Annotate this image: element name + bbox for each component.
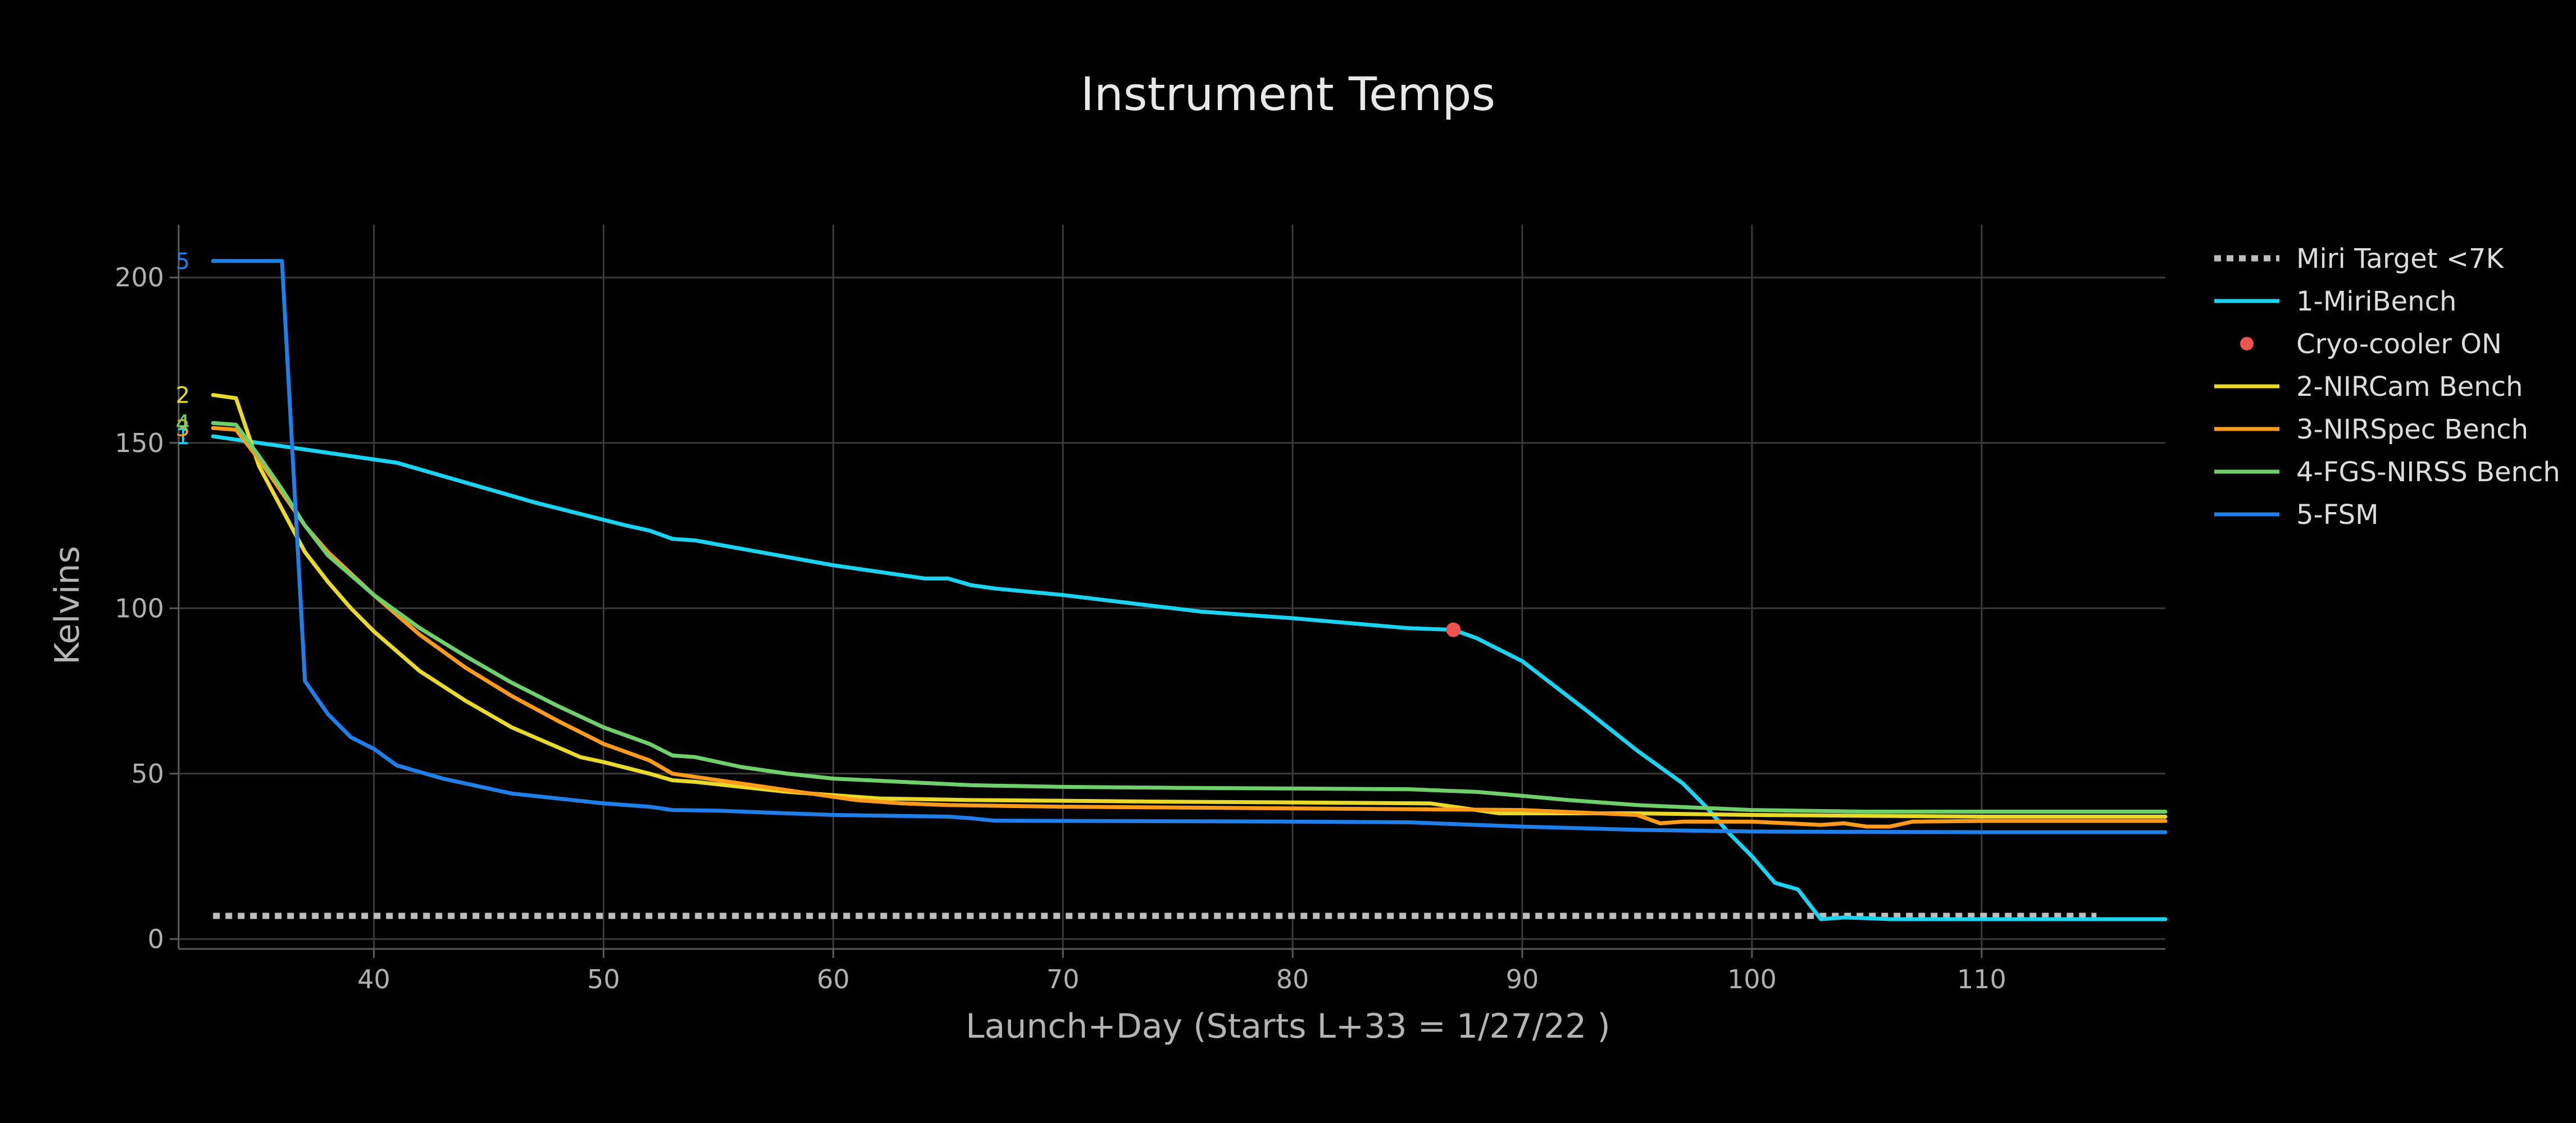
- legend-label: 5-FSM: [2296, 499, 2379, 531]
- legend[interactable]: Miri Target <7K 1-MiriBench Cryo-cooler ON…: [2214, 243, 2560, 531]
- x-axis-title: Launch+Day (Starts L+33 = 1/27/22 ): [966, 1007, 1610, 1046]
- x-tick-label: 70: [1046, 964, 1080, 994]
- 1-miribench-line[interactable]: [211, 434, 2168, 921]
- x-tick-label: 100: [1727, 964, 1777, 994]
- 3-nirspec-bench-end-label: 3: [176, 416, 190, 441]
- 2-nircam-bench-line[interactable]: [211, 392, 2168, 819]
- 2-nircam-bench-end-label: 2: [176, 382, 190, 408]
- legend-label: 4-FGS-NIRSS Bench: [2296, 456, 2560, 488]
- x-tick-label: 60: [817, 964, 850, 994]
- legend-label: 2-NIRCam Bench: [2296, 371, 2523, 403]
- legend-item-miri-target-7k[interactable]: Miri Target <7K: [2214, 243, 2505, 275]
- 5-fsm-end-label: 5: [176, 249, 190, 275]
- legend-label: Cryo-cooler ON: [2296, 328, 2502, 360]
- x-tick-label: 110: [1957, 964, 2006, 994]
- x-tick-label: 80: [1276, 964, 1309, 994]
- legend-item-cryo-cooler-on[interactable]: Cryo-cooler ON: [2240, 328, 2502, 360]
- 4-fgs-nirss-bench-line[interactable]: [211, 421, 2168, 814]
- legend-item-1-miribench[interactable]: 1-MiriBench: [2214, 286, 2456, 317]
- axes: 40 50 60 70 80 90 100 110 0 50 100 150 200: [115, 225, 2165, 994]
- legend-item-3-nirspec-bench[interactable]: 3-NIRSpec Bench: [2214, 414, 2528, 445]
- x-tick-label: 90: [1506, 964, 1539, 994]
- y-tick-label: 0: [148, 924, 164, 954]
- legend-label: Miri Target <7K: [2296, 243, 2505, 275]
- legend-item-4-fgs-nirss-bench[interactable]: 4-FGS-NIRSS Bench: [2214, 456, 2560, 488]
- y-tick-label: 50: [131, 759, 164, 789]
- legend-item-2-nircam-bench[interactable]: 2-NIRCam Bench: [2214, 371, 2523, 403]
- cryo-cooler-on-marker[interactable]: [1446, 622, 1461, 637]
- legend-label: 3-NIRSpec Bench: [2296, 414, 2528, 445]
- x-tick-label: 50: [587, 964, 620, 994]
- chart-title: Instrument Temps: [1081, 68, 1495, 121]
- plot-area: [211, 259, 2168, 921]
- grid: [179, 225, 2165, 949]
- 4-fgs-nirss-bench-end-label: 4: [176, 410, 190, 436]
- 5-fsm-line[interactable]: [211, 259, 2168, 834]
- legend-label: 1-MiriBench: [2296, 286, 2456, 317]
- y-tick-label: 150: [115, 428, 164, 458]
- y-tick-label: 100: [115, 593, 164, 623]
- series-end-labels: 1 2 34 5: [176, 249, 190, 450]
- x-tick-label: 40: [357, 964, 390, 994]
- y-tick-label: 200: [115, 262, 164, 293]
- 1-miribench-end-label: 1: [176, 424, 190, 450]
- legend-swatch: [2240, 337, 2254, 350]
- legend-item-5-fsm[interactable]: 5-FSM: [2214, 499, 2379, 531]
- y-axis-title: Kelvins: [48, 546, 87, 664]
